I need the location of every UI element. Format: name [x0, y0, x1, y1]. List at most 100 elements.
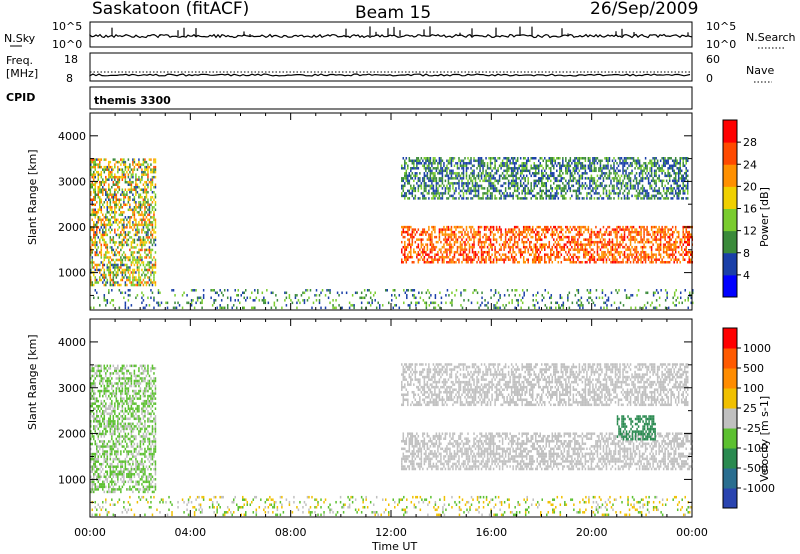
power-cell	[653, 235, 656, 239]
power-cell	[599, 167, 602, 170]
power-cell	[455, 225, 457, 229]
power-cell	[524, 197, 526, 200]
power-cell	[565, 184, 567, 188]
power-cell	[689, 235, 692, 239]
power-cell	[679, 238, 681, 241]
power-cell	[219, 304, 221, 307]
power-cell	[446, 184, 448, 188]
power-cell	[154, 221, 157, 224]
power-cell	[263, 301, 265, 305]
power-cell	[160, 301, 163, 305]
power-cell	[632, 238, 635, 241]
power-cell	[154, 281, 157, 284]
power-cell	[578, 184, 581, 188]
power-cell	[415, 296, 417, 300]
power-cell	[580, 184, 582, 188]
power-cell	[103, 243, 106, 247]
power-cell	[471, 172, 474, 175]
power-cell	[211, 289, 214, 292]
power-cell	[533, 162, 535, 165]
power-cell	[604, 157, 606, 160]
power-cell	[631, 225, 633, 229]
power-cell	[593, 157, 596, 160]
power-cell	[449, 194, 451, 198]
power-cell	[413, 294, 416, 297]
power-cell	[425, 187, 427, 190]
power-cell	[578, 250, 581, 254]
power-cell	[637, 157, 639, 160]
power-cell	[572, 253, 575, 256]
power-cell	[100, 183, 103, 186]
power-cell	[114, 283, 116, 287]
power-cell	[419, 162, 421, 165]
power-cell	[497, 228, 499, 231]
power-cell	[144, 211, 146, 214]
power-cell	[252, 306, 255, 310]
power-cell	[593, 167, 596, 170]
power-cell	[613, 255, 615, 259]
power-cell	[407, 258, 409, 261]
power-cell	[453, 157, 456, 160]
power-cell	[583, 243, 585, 246]
power-cell	[652, 291, 655, 295]
power-cell	[154, 201, 157, 204]
power-cell	[145, 236, 148, 239]
power-cell	[108, 261, 110, 264]
power-cell	[132, 160, 134, 164]
power-cell	[518, 238, 520, 241]
power-cell	[153, 185, 155, 189]
power-cell	[525, 258, 528, 261]
power-cell	[522, 230, 525, 234]
power-cell	[455, 174, 457, 178]
power-cell	[426, 167, 429, 170]
power-cell	[99, 185, 101, 189]
power-cell	[492, 243, 495, 246]
power-cell	[378, 304, 381, 307]
power-cell	[452, 255, 454, 259]
power-cell	[428, 179, 430, 183]
power-cell	[447, 238, 450, 241]
power-cell	[480, 162, 483, 165]
power-cell	[686, 260, 689, 264]
power-cell	[568, 230, 570, 234]
power-cell	[151, 258, 154, 262]
power-cell	[655, 289, 658, 292]
power-cell	[637, 184, 639, 188]
power-cell	[569, 197, 572, 200]
power-cell	[504, 258, 507, 261]
power-cell	[563, 245, 566, 249]
power-cell	[658, 296, 661, 300]
power-cell	[645, 291, 647, 295]
power-cell	[491, 253, 493, 256]
power-cell	[453, 243, 456, 246]
power-cell	[571, 255, 573, 259]
power-cell	[112, 266, 115, 269]
power-cell	[251, 291, 253, 295]
power-cell	[610, 233, 612, 236]
power-cell	[601, 255, 603, 259]
power-cell	[522, 235, 525, 239]
power-cell	[153, 278, 155, 282]
power-cell	[440, 162, 442, 165]
power-cell	[525, 192, 528, 195]
power-cell	[144, 273, 146, 277]
power-cell	[610, 253, 612, 256]
power-cell	[440, 197, 442, 200]
power-cell	[513, 233, 516, 236]
power-cell	[601, 184, 603, 188]
power-cell	[632, 253, 635, 256]
power-cell	[411, 235, 414, 239]
power-cell	[498, 174, 501, 178]
power-cell	[557, 253, 560, 256]
power-cell	[135, 180, 137, 184]
power-cell	[577, 255, 579, 259]
power-cell	[613, 243, 615, 246]
power-cell	[126, 283, 128, 287]
power-cell	[120, 198, 122, 202]
power-cell	[150, 211, 152, 214]
power-cell	[465, 253, 468, 256]
power-cell	[617, 187, 620, 190]
power-cell	[513, 164, 516, 168]
power-cell	[139, 213, 142, 217]
power-cell	[408, 228, 411, 231]
